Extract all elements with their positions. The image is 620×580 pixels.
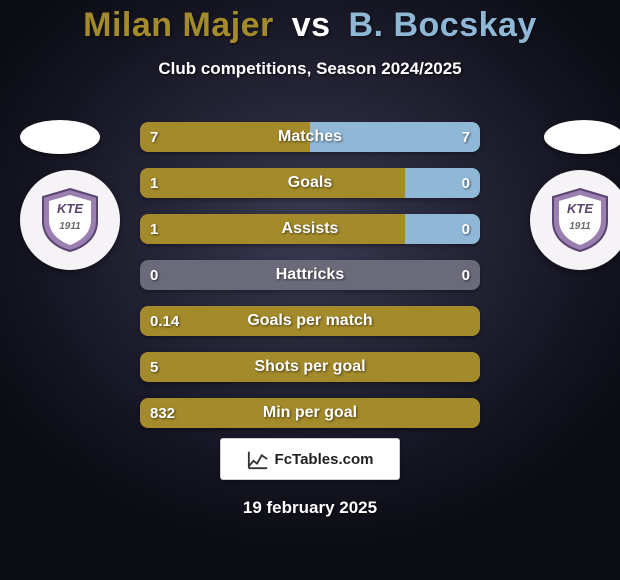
infographic-root: Milan Majer vs B. Bocskay Club competiti… bbox=[0, 0, 620, 580]
page-title: Milan Majer vs B. Bocskay bbox=[0, 0, 620, 45]
shield-icon: KTE 1911 bbox=[549, 187, 611, 253]
team-badge-right: KTE 1911 bbox=[530, 170, 620, 270]
shield-icon: KTE 1911 bbox=[39, 187, 101, 253]
bar-track bbox=[140, 260, 480, 290]
flag-left bbox=[20, 120, 100, 154]
title-player2: B. Bocskay bbox=[349, 6, 537, 44]
bar-fill-right bbox=[310, 122, 480, 152]
flag-right bbox=[544, 120, 620, 154]
badge-text-bottom: 1911 bbox=[59, 221, 81, 232]
bar-fill-left bbox=[140, 214, 405, 244]
title-player1: Milan Majer bbox=[83, 6, 274, 44]
bar-fill-left bbox=[140, 398, 480, 428]
badge-text-top: KTE bbox=[567, 201, 593, 216]
brand-box: FcTables.com bbox=[220, 438, 400, 480]
title-vs: vs bbox=[292, 6, 331, 44]
stat-row: 77Matches bbox=[140, 122, 480, 152]
bar-fill-left bbox=[140, 306, 480, 336]
stat-row: 00Hattricks bbox=[140, 260, 480, 290]
stat-row: 832Min per goal bbox=[140, 398, 480, 428]
bar-fill-left bbox=[140, 352, 480, 382]
team-badge-left: KTE 1911 bbox=[20, 170, 120, 270]
date-text: 19 february 2025 bbox=[0, 498, 620, 518]
badge-text-bottom: 1911 bbox=[569, 221, 591, 232]
comparison-bars: 77Matches 10Goals 10Assists 00Hattricks 0.14… bbox=[140, 122, 480, 444]
stat-row: 0.14Goals per match bbox=[140, 306, 480, 336]
stat-row: 10Goals bbox=[140, 168, 480, 198]
brand-logo-icon bbox=[247, 448, 269, 470]
brand-text: FcTables.com bbox=[275, 451, 374, 468]
badge-text-top: KTE bbox=[57, 201, 83, 216]
bar-fill-right bbox=[405, 214, 480, 244]
stat-row: 10Assists bbox=[140, 214, 480, 244]
bar-fill-left bbox=[140, 168, 405, 198]
subtitle: Club competitions, Season 2024/2025 bbox=[0, 59, 620, 79]
stat-row: 5Shots per goal bbox=[140, 352, 480, 382]
bar-fill-right bbox=[405, 168, 480, 198]
bar-fill-left bbox=[140, 122, 310, 152]
